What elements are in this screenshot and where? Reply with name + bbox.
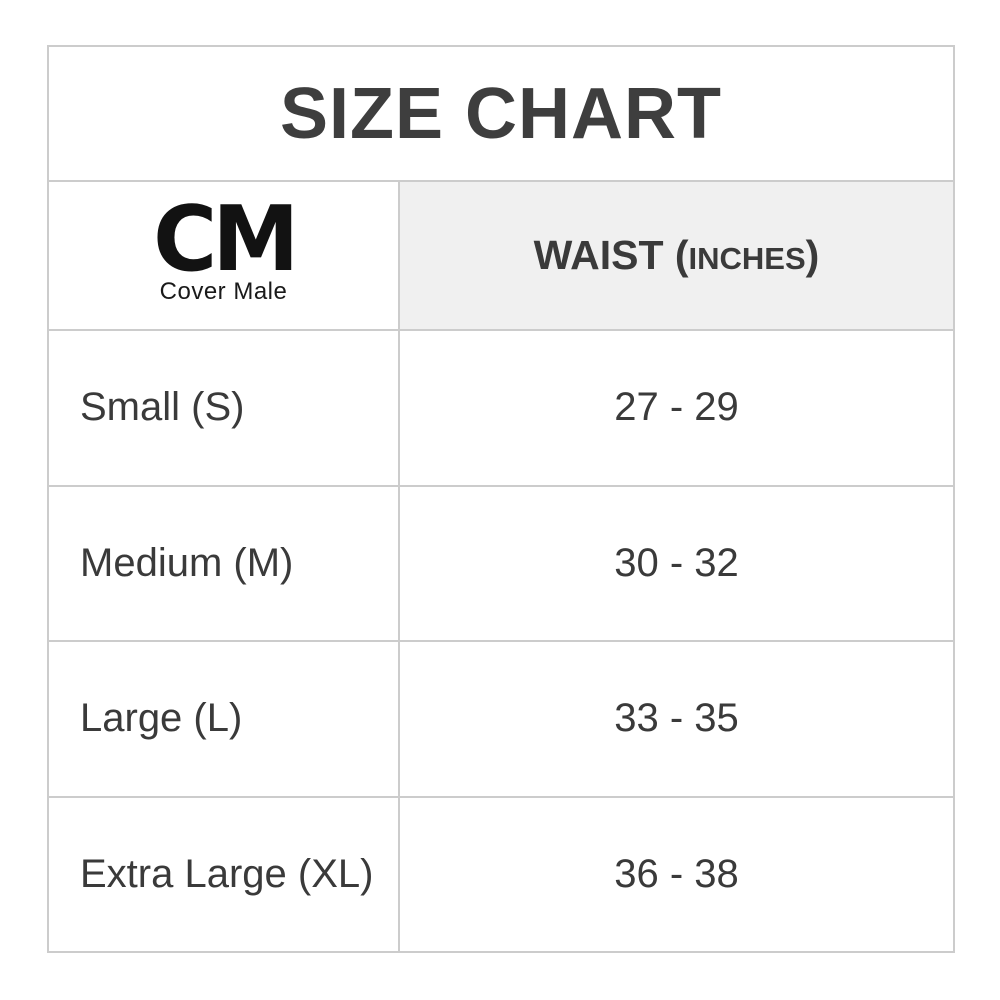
size-chart: SIZE CHART CM Cover Male WAIST (INCHES) … bbox=[47, 45, 955, 953]
brand-name-label: Cover Male bbox=[159, 278, 288, 305]
title-row: SIZE CHART bbox=[47, 45, 955, 182]
row-medium: Medium (M) 30 - 32 bbox=[47, 484, 955, 642]
size-chart-table: SIZE CHART CM Cover Male WAIST (INCHES) … bbox=[47, 45, 955, 953]
waist-value: 27 - 29 bbox=[398, 329, 955, 487]
header-row: CM Cover Male WAIST (INCHES) bbox=[47, 180, 955, 331]
row-large: Large (L) 33 - 35 bbox=[47, 640, 955, 798]
size-label: Large (L) bbox=[47, 640, 400, 798]
size-label: Extra Large (XL) bbox=[47, 795, 400, 953]
size-label: Medium (M) bbox=[47, 484, 400, 642]
row-extra-large: Extra Large (XL) 36 - 38 bbox=[47, 795, 955, 953]
waist-value: 30 - 32 bbox=[398, 484, 955, 642]
waist-label: WAIST ( bbox=[533, 232, 689, 278]
row-small: Small (S) 27 - 29 bbox=[47, 329, 955, 487]
waist-unit-label: INCHES bbox=[688, 241, 806, 276]
waist-label-close: ) bbox=[805, 232, 820, 278]
cover-male-logo-icon: CM bbox=[152, 187, 299, 292]
page-title: SIZE CHART bbox=[47, 45, 955, 182]
waist-value: 33 - 35 bbox=[398, 640, 955, 798]
waist-value: 36 - 38 bbox=[398, 795, 955, 953]
brand-logo-cell: CM Cover Male bbox=[47, 180, 400, 331]
waist-column-header: WAIST (INCHES) bbox=[398, 180, 955, 331]
size-label: Small (S) bbox=[47, 329, 400, 487]
